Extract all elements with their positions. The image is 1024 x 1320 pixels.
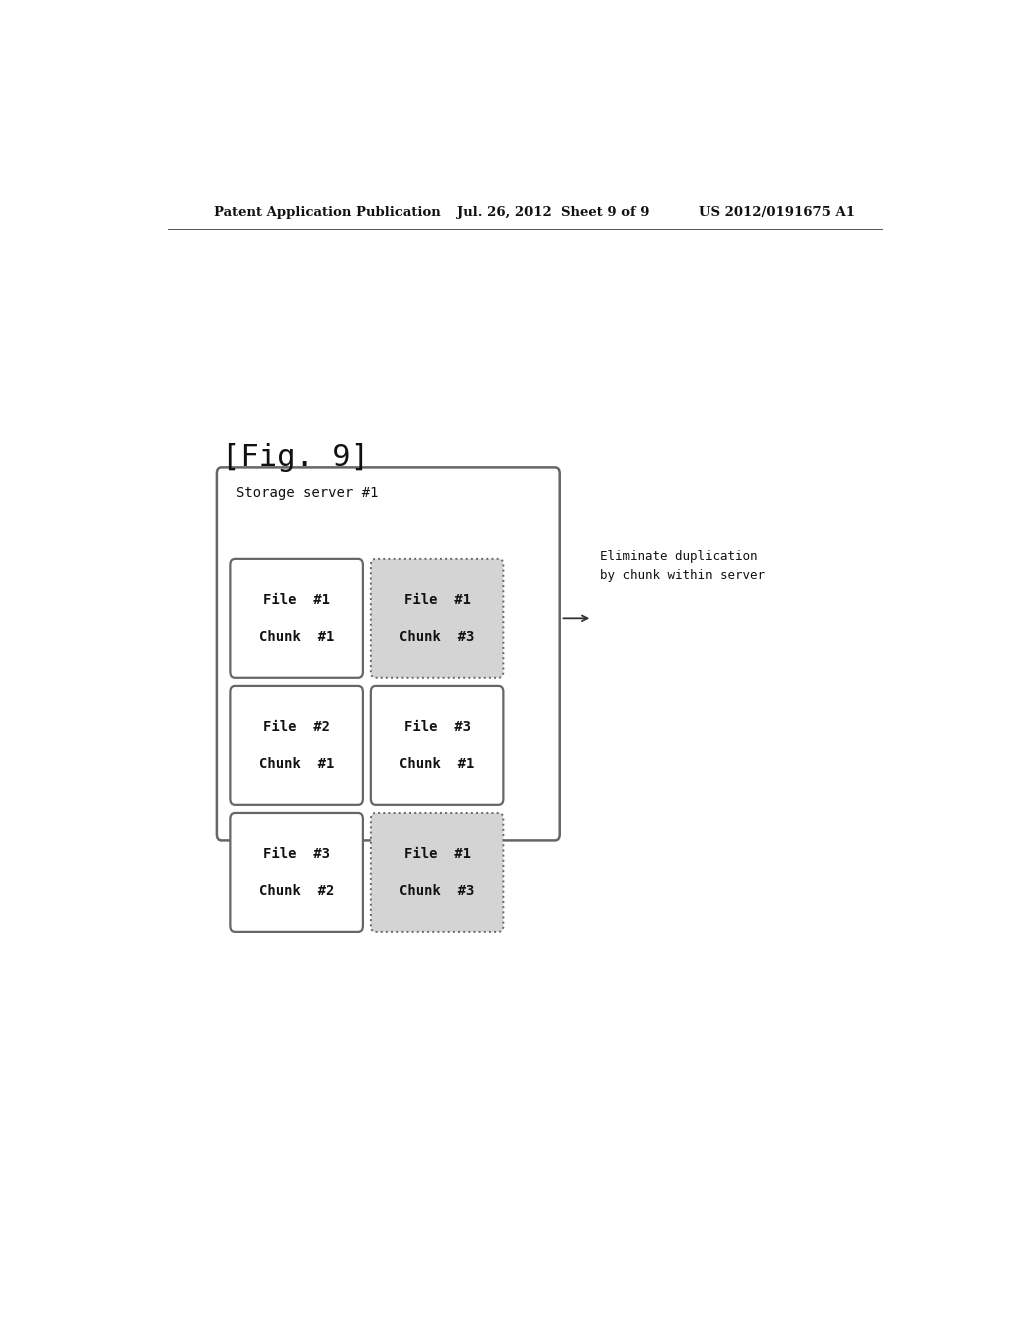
Text: Jul. 26, 2012  Sheet 9 of 9: Jul. 26, 2012 Sheet 9 of 9 <box>458 206 650 219</box>
FancyBboxPatch shape <box>230 686 362 805</box>
Text: Patent Application Publication: Patent Application Publication <box>214 206 440 219</box>
Text: [Fig. 9]: [Fig. 9] <box>221 444 369 473</box>
Text: Chunk  #1: Chunk #1 <box>259 630 334 644</box>
Text: File  #1: File #1 <box>403 847 471 861</box>
Text: Chunk  #1: Chunk #1 <box>399 756 475 771</box>
FancyBboxPatch shape <box>230 813 362 932</box>
Text: Chunk  #2: Chunk #2 <box>259 883 334 898</box>
FancyBboxPatch shape <box>371 558 504 677</box>
FancyBboxPatch shape <box>371 686 504 805</box>
Text: Storage server #1: Storage server #1 <box>236 486 378 500</box>
Text: Chunk  #3: Chunk #3 <box>399 630 475 644</box>
Text: File  #3: File #3 <box>403 721 471 734</box>
Text: File  #1: File #1 <box>403 593 471 607</box>
FancyBboxPatch shape <box>230 558 362 677</box>
Text: File  #2: File #2 <box>263 721 330 734</box>
Text: Eliminate duplication
by chunk within server: Eliminate duplication by chunk within se… <box>600 549 765 582</box>
FancyBboxPatch shape <box>371 813 504 932</box>
Text: File  #3: File #3 <box>263 847 330 861</box>
Text: US 2012/0191675 A1: US 2012/0191675 A1 <box>699 206 855 219</box>
Text: Chunk  #3: Chunk #3 <box>399 883 475 898</box>
Text: Chunk  #1: Chunk #1 <box>259 756 334 771</box>
FancyBboxPatch shape <box>217 467 560 841</box>
Text: File  #1: File #1 <box>263 593 330 607</box>
